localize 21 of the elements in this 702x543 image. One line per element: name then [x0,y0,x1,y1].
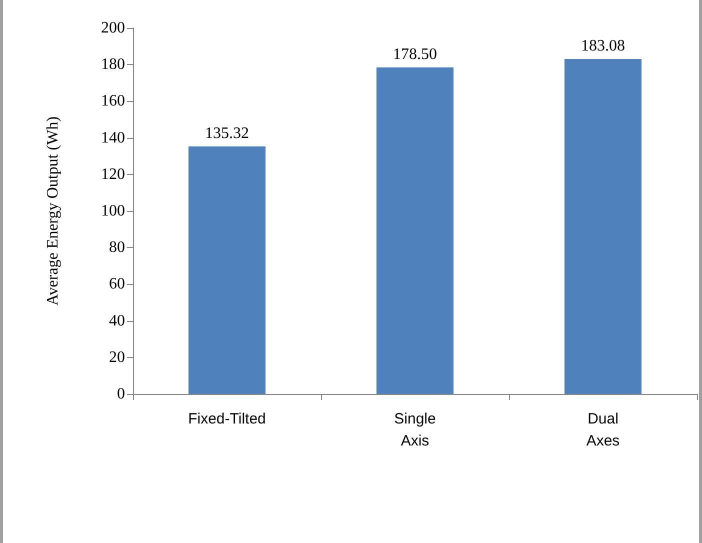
y-tick-label: 0 [117,386,125,402]
y-tick-label: 80 [109,239,125,256]
y-tick-label: 60 [109,276,125,293]
data-label: 135.32 [205,124,249,142]
y-tick-label: 20 [109,348,125,366]
bar [376,67,454,394]
y-tick-label: 160 [101,92,125,110]
x-tick-label: Fixed-Tilted [188,410,266,428]
bar [564,58,642,394]
y-tick-label: 40 [109,312,125,330]
y-axis-title: Average Energy Output (Wh) [44,116,62,306]
x-tick-label: Dual Axes [586,410,620,450]
bar [188,146,266,394]
y-tick-label: 140 [101,129,125,146]
y-tick-label: 100 [101,202,125,220]
data-label: 178.50 [393,46,437,63]
x-tick-label: Single Axis [394,410,436,450]
data-label: 183.08 [581,37,625,54]
y-tick-label: 120 [101,166,125,183]
y-tick-label: 200 [101,20,125,36]
y-tick-label: 180 [101,56,125,74]
